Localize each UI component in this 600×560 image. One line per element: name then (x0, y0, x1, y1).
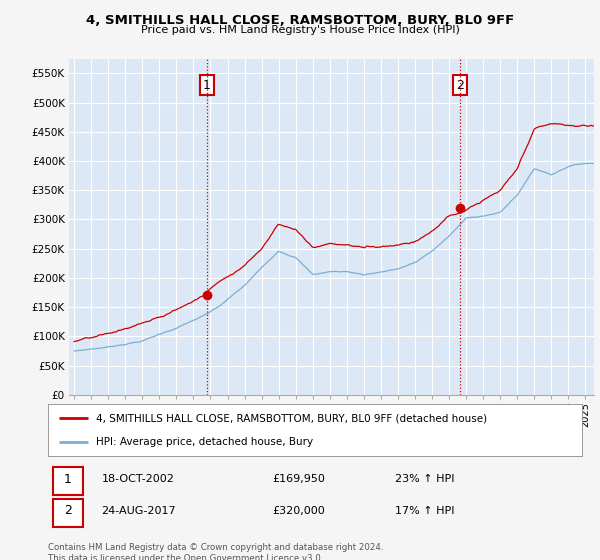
Text: 18-OCT-2002: 18-OCT-2002 (101, 474, 174, 484)
Text: £320,000: £320,000 (272, 506, 325, 516)
Text: 1: 1 (203, 78, 211, 92)
Text: 2: 2 (64, 505, 72, 517)
Text: 1: 1 (64, 473, 72, 486)
Text: HPI: Average price, detached house, Bury: HPI: Average price, detached house, Bury (96, 437, 313, 447)
Text: 23% ↑ HPI: 23% ↑ HPI (395, 474, 455, 484)
Text: 4, SMITHILLS HALL CLOSE, RAMSBOTTOM, BURY, BL0 9FF: 4, SMITHILLS HALL CLOSE, RAMSBOTTOM, BUR… (86, 14, 514, 27)
Text: Contains HM Land Registry data © Crown copyright and database right 2024.
This d: Contains HM Land Registry data © Crown c… (48, 543, 383, 560)
Text: 17% ↑ HPI: 17% ↑ HPI (395, 506, 455, 516)
Text: 2: 2 (456, 78, 464, 92)
FancyBboxPatch shape (53, 467, 83, 495)
Text: 24-AUG-2017: 24-AUG-2017 (101, 506, 176, 516)
FancyBboxPatch shape (53, 499, 83, 527)
Text: 4, SMITHILLS HALL CLOSE, RAMSBOTTOM, BURY, BL0 9FF (detached house): 4, SMITHILLS HALL CLOSE, RAMSBOTTOM, BUR… (96, 413, 487, 423)
Text: £169,950: £169,950 (272, 474, 325, 484)
Text: Price paid vs. HM Land Registry's House Price Index (HPI): Price paid vs. HM Land Registry's House … (140, 25, 460, 35)
